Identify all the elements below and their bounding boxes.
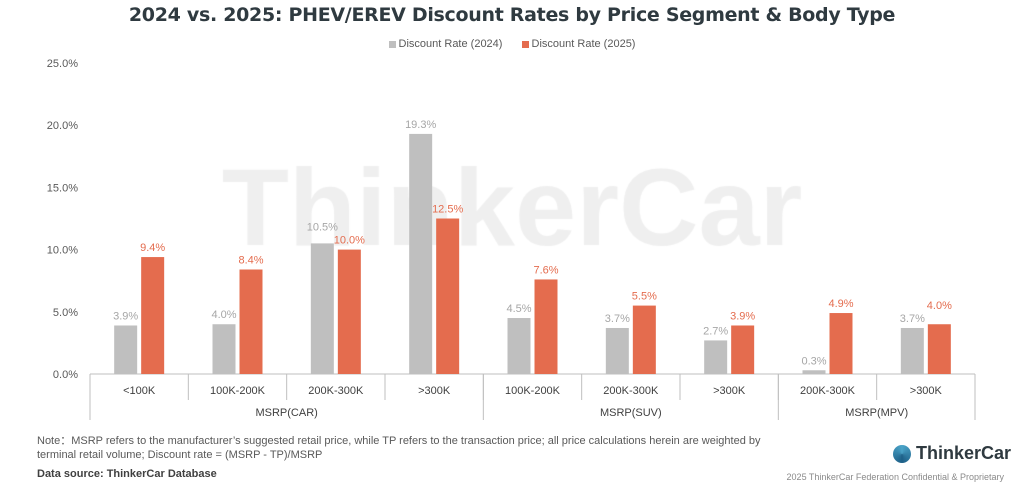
group-label: MSRP(MPV) bbox=[845, 407, 908, 419]
data-label: 12.5% bbox=[432, 204, 463, 216]
x-tick-label: <100K bbox=[123, 385, 156, 397]
data-label: 8.4% bbox=[238, 255, 263, 267]
logo-icon bbox=[893, 444, 911, 463]
y-tick-label: 15.0% bbox=[47, 182, 78, 194]
data-label: 10.0% bbox=[334, 235, 365, 247]
bar-2025 bbox=[927, 324, 951, 374]
data-label: 10.5% bbox=[307, 222, 338, 234]
x-tick-label: >300K bbox=[713, 385, 746, 397]
data-label: 3.7% bbox=[605, 313, 630, 325]
brand-logo: ThinkerCar bbox=[893, 443, 1011, 464]
bar-2025 bbox=[829, 313, 853, 374]
bar-2024 bbox=[704, 340, 728, 374]
legend: Discount Rate (2024) Discount Rate (2025… bbox=[0, 38, 1024, 51]
legend-item-2025: Discount Rate (2025) bbox=[521, 38, 636, 50]
data-label: 5.5% bbox=[632, 291, 657, 303]
group-label: MSRP(CAR) bbox=[255, 407, 317, 419]
bar-2025 bbox=[337, 249, 361, 374]
data-label: 3.9% bbox=[730, 310, 755, 322]
data-label: 4.5% bbox=[506, 303, 531, 315]
bar-2024 bbox=[114, 325, 138, 374]
x-tick-label: 200K-300K bbox=[603, 385, 659, 397]
x-tick-label: >300K bbox=[418, 385, 451, 397]
bar-2025 bbox=[534, 279, 558, 374]
bar-2024 bbox=[605, 327, 629, 374]
chart-title: 2024 vs. 2025: PHEV/EREV Discount Rates … bbox=[128, 4, 896, 26]
bar-2024 bbox=[900, 327, 924, 374]
bar-2025 bbox=[632, 305, 656, 374]
data-label: 2.7% bbox=[703, 325, 728, 337]
logo-text: ThinkerCar bbox=[916, 443, 1012, 463]
x-tick-label: 100K-200K bbox=[505, 385, 561, 397]
x-tick-label: 100K-200K bbox=[210, 385, 266, 397]
bar-2024 bbox=[507, 318, 531, 374]
y-tick-label: 25.0% bbox=[47, 58, 78, 70]
data-label: 4.9% bbox=[828, 298, 853, 310]
bar-2025 bbox=[141, 257, 165, 374]
legend-swatch bbox=[521, 40, 529, 48]
x-tick-label: 200K-300K bbox=[800, 385, 856, 397]
footnote: Note：MSRP refers to the manufacturer’s s… bbox=[37, 435, 761, 461]
data-label: 4.0% bbox=[211, 309, 236, 321]
bar-2024 bbox=[212, 324, 236, 374]
group-label: MSRP(SUV) bbox=[600, 407, 662, 419]
bar-2025 bbox=[731, 325, 755, 374]
legend-item-2024: Discount Rate (2024) bbox=[388, 38, 503, 50]
y-tick-label: 5.0% bbox=[53, 307, 78, 319]
data-label: 0.3% bbox=[801, 355, 826, 367]
bar-2024 bbox=[310, 243, 334, 374]
legend-label: Discount Rate (2024) bbox=[398, 38, 503, 50]
bar-2025 bbox=[239, 269, 263, 374]
x-tick-label: >300K bbox=[910, 385, 943, 397]
data-label: 7.6% bbox=[533, 264, 558, 276]
legend-swatch bbox=[388, 40, 396, 48]
data-label: 3.9% bbox=[113, 310, 138, 322]
x-tick-label: 200K-300K bbox=[308, 385, 364, 397]
data-source: Data source: ThinkerCar Database bbox=[37, 468, 217, 480]
y-tick-label: 10.0% bbox=[47, 245, 78, 257]
y-tick-label: 0.0% bbox=[53, 369, 78, 381]
data-label: 3.7% bbox=[900, 313, 925, 325]
data-label: 4.0% bbox=[927, 300, 952, 312]
y-tick-label: 20.0% bbox=[47, 120, 78, 132]
data-label: 9.4% bbox=[140, 242, 165, 254]
bar-2024 bbox=[409, 133, 433, 374]
data-label: 19.3% bbox=[405, 119, 436, 131]
legend-label: Discount Rate (2025) bbox=[531, 38, 636, 50]
bar-2025 bbox=[436, 218, 460, 374]
copyright: 2025 ThinkerCar Federation Confidential … bbox=[786, 472, 1004, 482]
bar-2024 bbox=[802, 370, 826, 374]
